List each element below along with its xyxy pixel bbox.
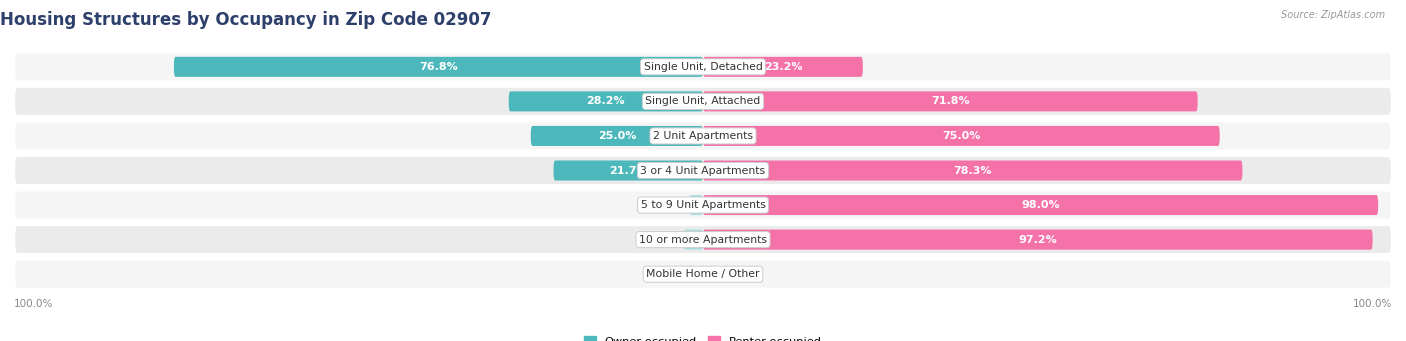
Text: 78.3%: 78.3% — [953, 165, 993, 176]
Text: 2.8%: 2.8% — [645, 235, 673, 244]
FancyBboxPatch shape — [509, 91, 703, 112]
Text: 76.8%: 76.8% — [419, 62, 458, 72]
Legend: Owner-occupied, Renter-occupied: Owner-occupied, Renter-occupied — [579, 332, 827, 341]
FancyBboxPatch shape — [703, 229, 1372, 250]
Text: 98.0%: 98.0% — [1021, 200, 1060, 210]
FancyBboxPatch shape — [14, 225, 1392, 254]
Text: 0.0%: 0.0% — [713, 269, 741, 279]
Text: 75.0%: 75.0% — [942, 131, 980, 141]
Text: 21.7%: 21.7% — [609, 165, 648, 176]
Text: 100.0%: 100.0% — [14, 299, 53, 309]
FancyBboxPatch shape — [683, 229, 703, 250]
FancyBboxPatch shape — [14, 121, 1392, 150]
FancyBboxPatch shape — [689, 195, 703, 215]
FancyBboxPatch shape — [703, 91, 1198, 112]
FancyBboxPatch shape — [554, 161, 703, 180]
Text: 2 Unit Apartments: 2 Unit Apartments — [652, 131, 754, 141]
Text: 10 or more Apartments: 10 or more Apartments — [638, 235, 768, 244]
Text: Single Unit, Detached: Single Unit, Detached — [644, 62, 762, 72]
FancyBboxPatch shape — [14, 156, 1392, 185]
FancyBboxPatch shape — [703, 57, 863, 77]
FancyBboxPatch shape — [703, 195, 1378, 215]
FancyBboxPatch shape — [703, 161, 1243, 180]
FancyBboxPatch shape — [531, 126, 703, 146]
FancyBboxPatch shape — [14, 260, 1392, 289]
Text: 100.0%: 100.0% — [1353, 299, 1392, 309]
Text: 0.0%: 0.0% — [665, 269, 693, 279]
Text: Housing Structures by Occupancy in Zip Code 02907: Housing Structures by Occupancy in Zip C… — [0, 11, 492, 29]
Text: 5 to 9 Unit Apartments: 5 to 9 Unit Apartments — [641, 200, 765, 210]
Text: 71.8%: 71.8% — [931, 97, 970, 106]
FancyBboxPatch shape — [174, 57, 703, 77]
Text: Single Unit, Attached: Single Unit, Attached — [645, 97, 761, 106]
Text: 97.2%: 97.2% — [1018, 235, 1057, 244]
Text: Mobile Home / Other: Mobile Home / Other — [647, 269, 759, 279]
FancyBboxPatch shape — [14, 191, 1392, 220]
FancyBboxPatch shape — [14, 52, 1392, 81]
Text: 2.0%: 2.0% — [651, 200, 679, 210]
Text: 28.2%: 28.2% — [586, 97, 626, 106]
Text: 3 or 4 Unit Apartments: 3 or 4 Unit Apartments — [641, 165, 765, 176]
Text: 25.0%: 25.0% — [598, 131, 636, 141]
FancyBboxPatch shape — [703, 126, 1219, 146]
FancyBboxPatch shape — [14, 87, 1392, 116]
Text: Source: ZipAtlas.com: Source: ZipAtlas.com — [1281, 10, 1385, 20]
Text: 23.2%: 23.2% — [763, 62, 803, 72]
